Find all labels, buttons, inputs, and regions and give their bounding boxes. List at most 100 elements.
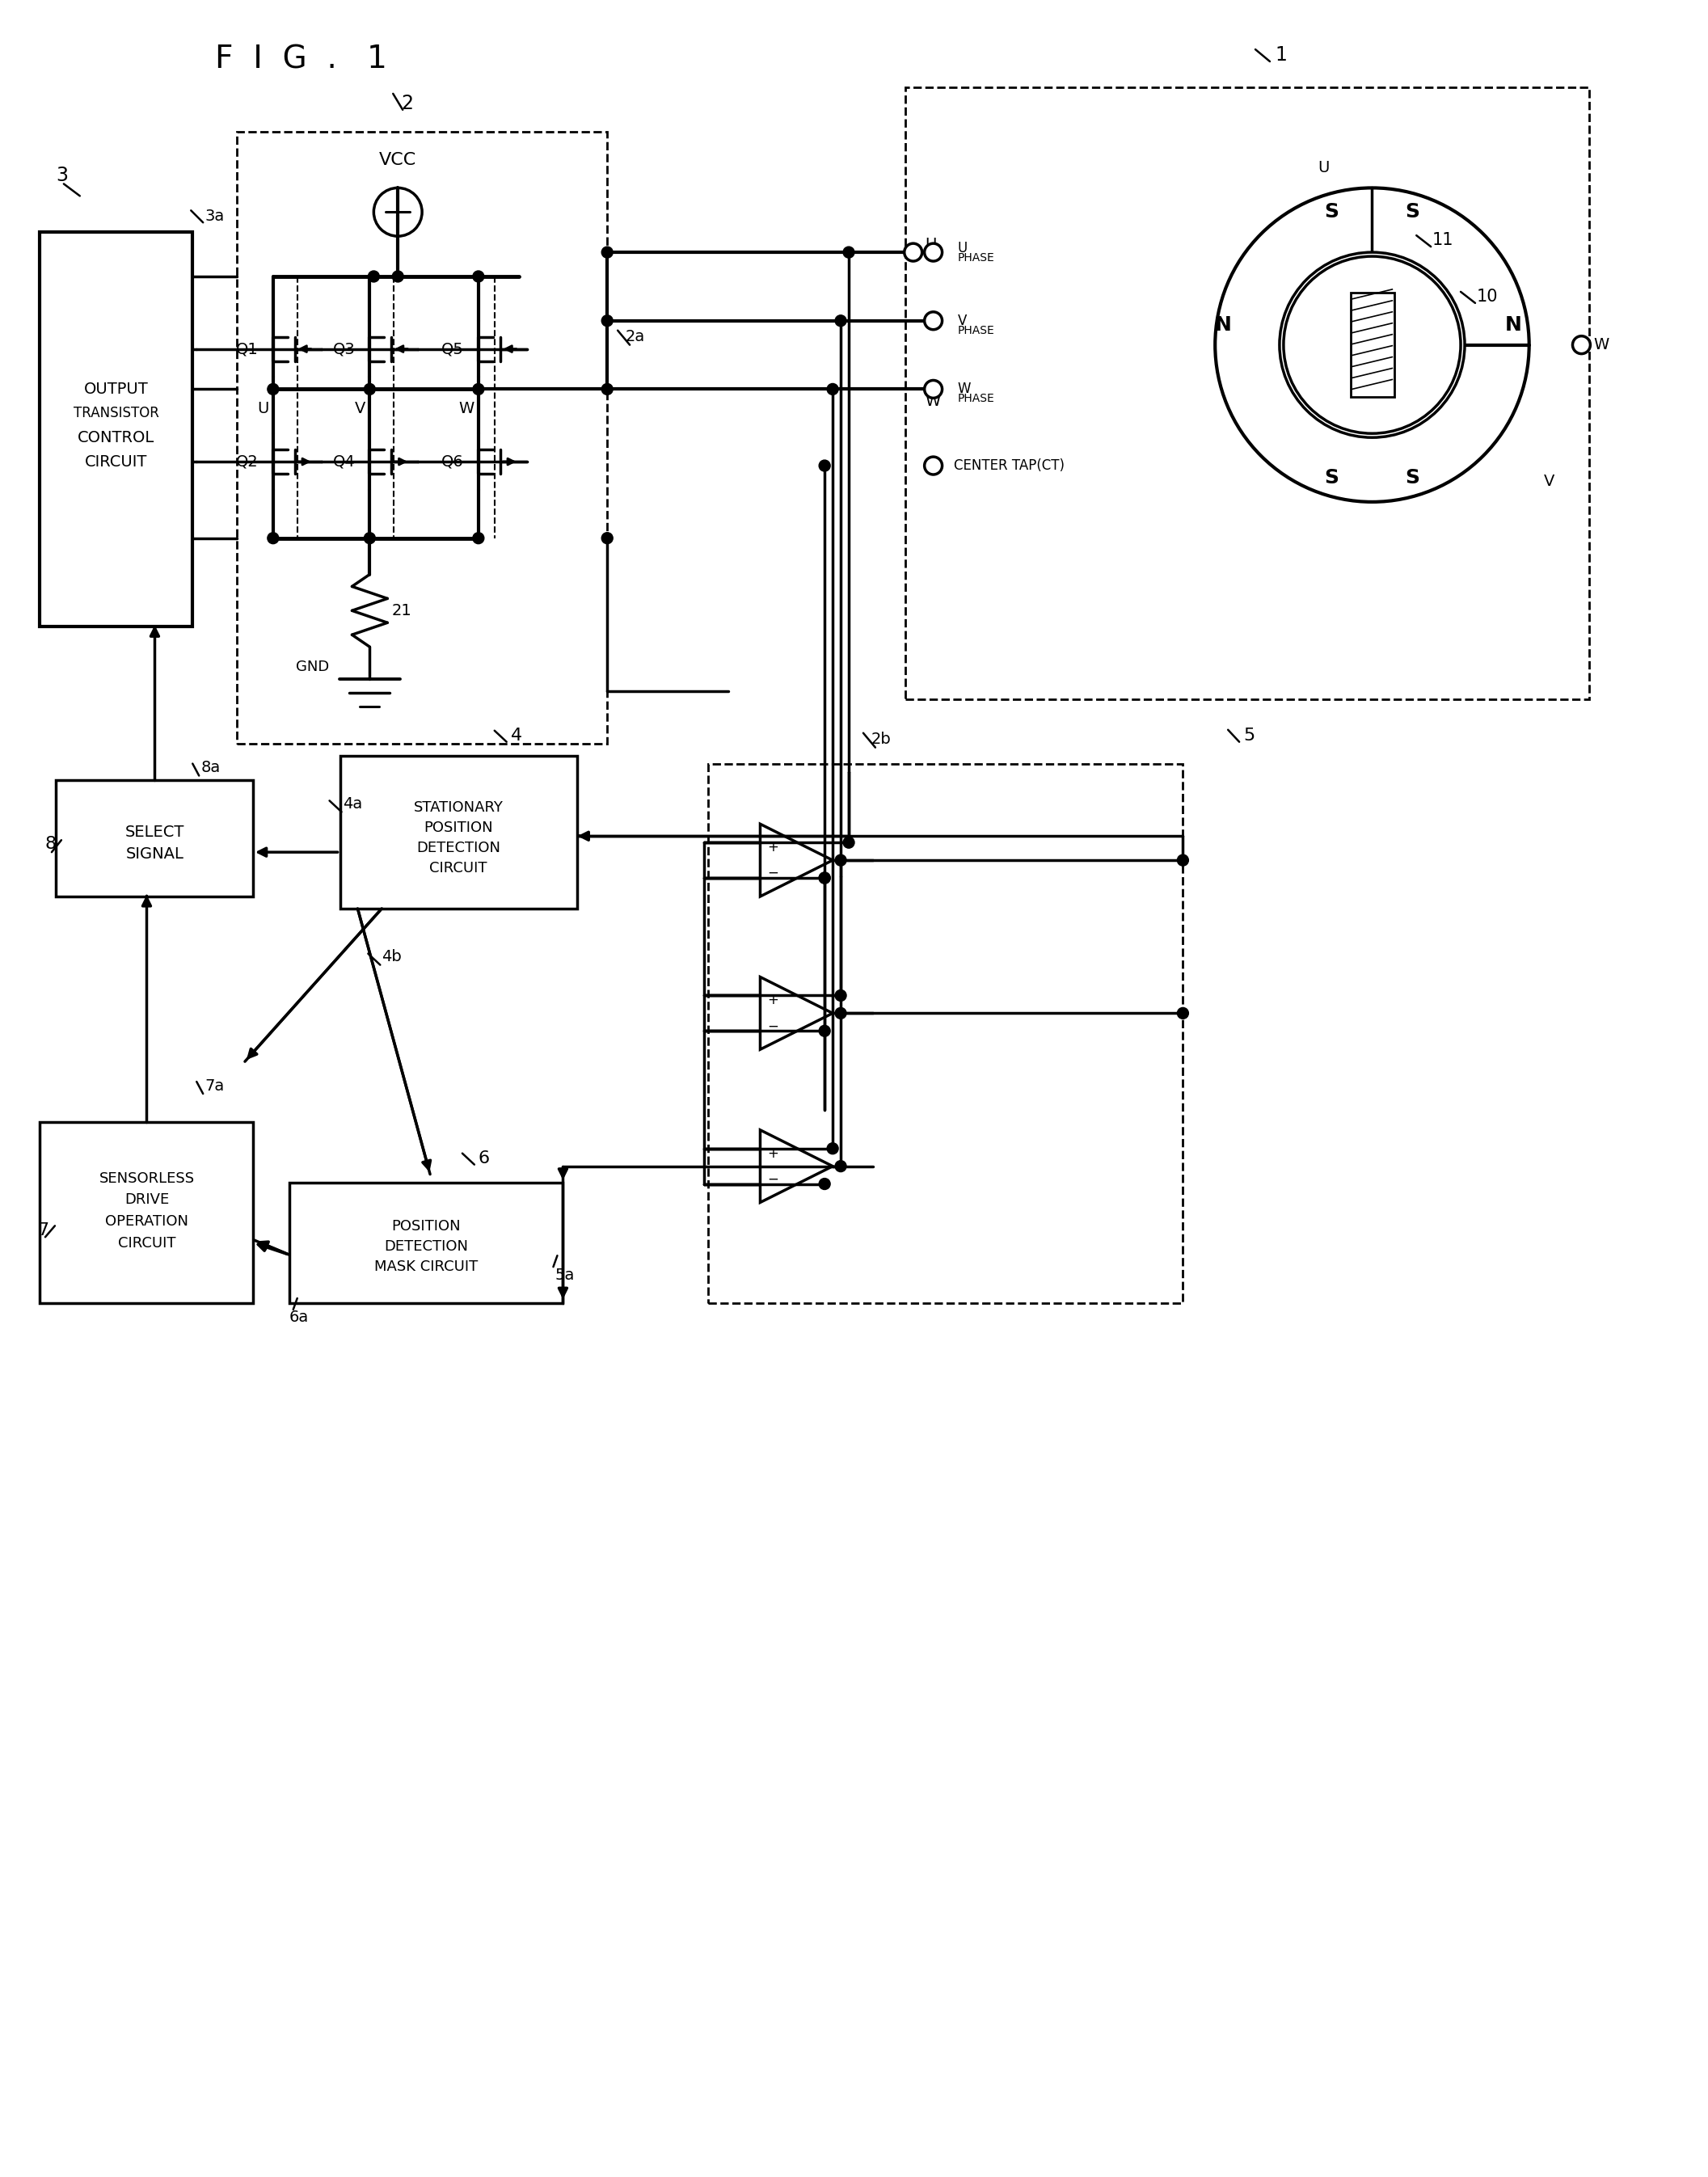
Text: W: W [459, 401, 475, 416]
Circle shape [369, 270, 379, 283]
Circle shape [1283, 257, 1460, 433]
Circle shape [393, 270, 403, 283]
Circle shape [904, 244, 922, 261]
Text: 2b: 2b [871, 731, 892, 747]
Text: 11: 11 [1433, 233, 1454, 248]
Bar [237, 131, 608, 745]
Bar [39, 233, 193, 627]
Circle shape [601, 246, 613, 257]
Circle shape [268, 533, 278, 544]
Text: 2: 2 [401, 94, 413, 113]
Text: Q6: Q6 [441, 455, 465, 470]
Text: STATIONARY: STATIONARY [413, 801, 504, 814]
Text: OUTPUT: OUTPUT [84, 381, 149, 396]
Circle shape [827, 1143, 839, 1154]
Circle shape [844, 836, 854, 849]
Text: POSITION: POSITION [424, 821, 494, 836]
Circle shape [924, 311, 943, 329]
Text: N: N [1214, 316, 1231, 335]
Text: +: + [767, 993, 779, 1008]
Circle shape [268, 383, 278, 394]
Bar [707, 764, 1184, 1304]
Circle shape [473, 270, 483, 283]
Text: V: V [355, 401, 366, 416]
Circle shape [818, 873, 830, 884]
Text: CIRCUIT: CIRCUIT [429, 860, 487, 875]
Circle shape [1177, 1008, 1189, 1019]
Text: 3a: 3a [205, 209, 224, 224]
Text: +: + [767, 840, 779, 856]
Circle shape [818, 873, 830, 884]
Text: TRANSISTOR: TRANSISTOR [73, 407, 159, 420]
Circle shape [827, 383, 839, 394]
Text: −: − [767, 1019, 779, 1034]
Circle shape [835, 1008, 847, 1019]
Text: PHASE: PHASE [958, 324, 994, 335]
Text: U: U [1319, 161, 1329, 176]
Circle shape [835, 316, 847, 327]
Text: 6a: 6a [289, 1311, 309, 1326]
Text: −: − [767, 866, 779, 880]
Text: 4a: 4a [343, 797, 362, 812]
Text: W: W [958, 381, 970, 396]
Text: MASK CIRCUIT: MASK CIRCUIT [374, 1260, 478, 1274]
Bar [340, 755, 577, 908]
Text: 5a: 5a [555, 1267, 574, 1282]
Text: U: U [258, 401, 270, 416]
Text: V: V [958, 313, 967, 329]
Text: SIGNAL: SIGNAL [126, 847, 184, 862]
Text: Q2: Q2 [236, 455, 258, 470]
Text: W: W [1594, 337, 1609, 353]
Text: SENSORLESS: SENSORLESS [99, 1171, 195, 1186]
Text: V: V [926, 318, 936, 333]
Text: S: S [1325, 202, 1339, 222]
Text: PHASE: PHASE [958, 394, 994, 405]
Text: 8: 8 [44, 836, 56, 851]
Circle shape [924, 381, 943, 398]
Circle shape [473, 383, 483, 394]
Text: S: S [1406, 202, 1419, 222]
Text: 21: 21 [391, 603, 412, 618]
Text: PHASE: PHASE [958, 253, 994, 263]
Text: Q1: Q1 [236, 342, 258, 357]
Circle shape [835, 991, 847, 1001]
Bar [905, 87, 1590, 699]
Text: Q5: Q5 [441, 342, 465, 357]
Text: CIRCUIT: CIRCUIT [85, 455, 147, 470]
Circle shape [818, 1025, 830, 1036]
Bar [289, 1182, 564, 1304]
Text: F  I  G  .   1: F I G . 1 [215, 44, 388, 74]
Text: SELECT: SELECT [125, 825, 184, 840]
Text: POSITION: POSITION [391, 1219, 461, 1234]
Circle shape [1177, 856, 1189, 866]
Circle shape [601, 383, 613, 394]
Circle shape [601, 533, 613, 544]
Circle shape [1573, 335, 1590, 353]
Circle shape [364, 383, 376, 394]
Text: DETECTION: DETECTION [417, 840, 500, 856]
Circle shape [818, 1178, 830, 1189]
Text: 4: 4 [511, 727, 523, 745]
Circle shape [924, 457, 943, 475]
Text: 8a: 8a [200, 760, 220, 775]
Circle shape [818, 459, 830, 470]
Text: S: S [1325, 468, 1339, 488]
Text: CONTROL: CONTROL [77, 429, 155, 444]
Text: 7: 7 [38, 1223, 48, 1239]
Text: DRIVE: DRIVE [125, 1193, 169, 1208]
Circle shape [364, 533, 376, 544]
Text: GND: GND [295, 660, 330, 675]
Circle shape [844, 246, 854, 257]
Circle shape [835, 1160, 847, 1171]
Text: +: + [767, 1145, 779, 1160]
Text: S: S [1406, 468, 1419, 488]
Text: CIRCUIT: CIRCUIT [118, 1237, 176, 1252]
Text: 4b: 4b [383, 949, 401, 964]
Circle shape [1279, 253, 1465, 438]
Text: 6: 6 [478, 1149, 490, 1167]
Circle shape [835, 856, 847, 866]
Text: VCC: VCC [379, 152, 417, 168]
Text: CENTER TAP(CT): CENTER TAP(CT) [953, 459, 1064, 472]
Circle shape [601, 316, 613, 327]
Text: Q3: Q3 [333, 342, 355, 357]
